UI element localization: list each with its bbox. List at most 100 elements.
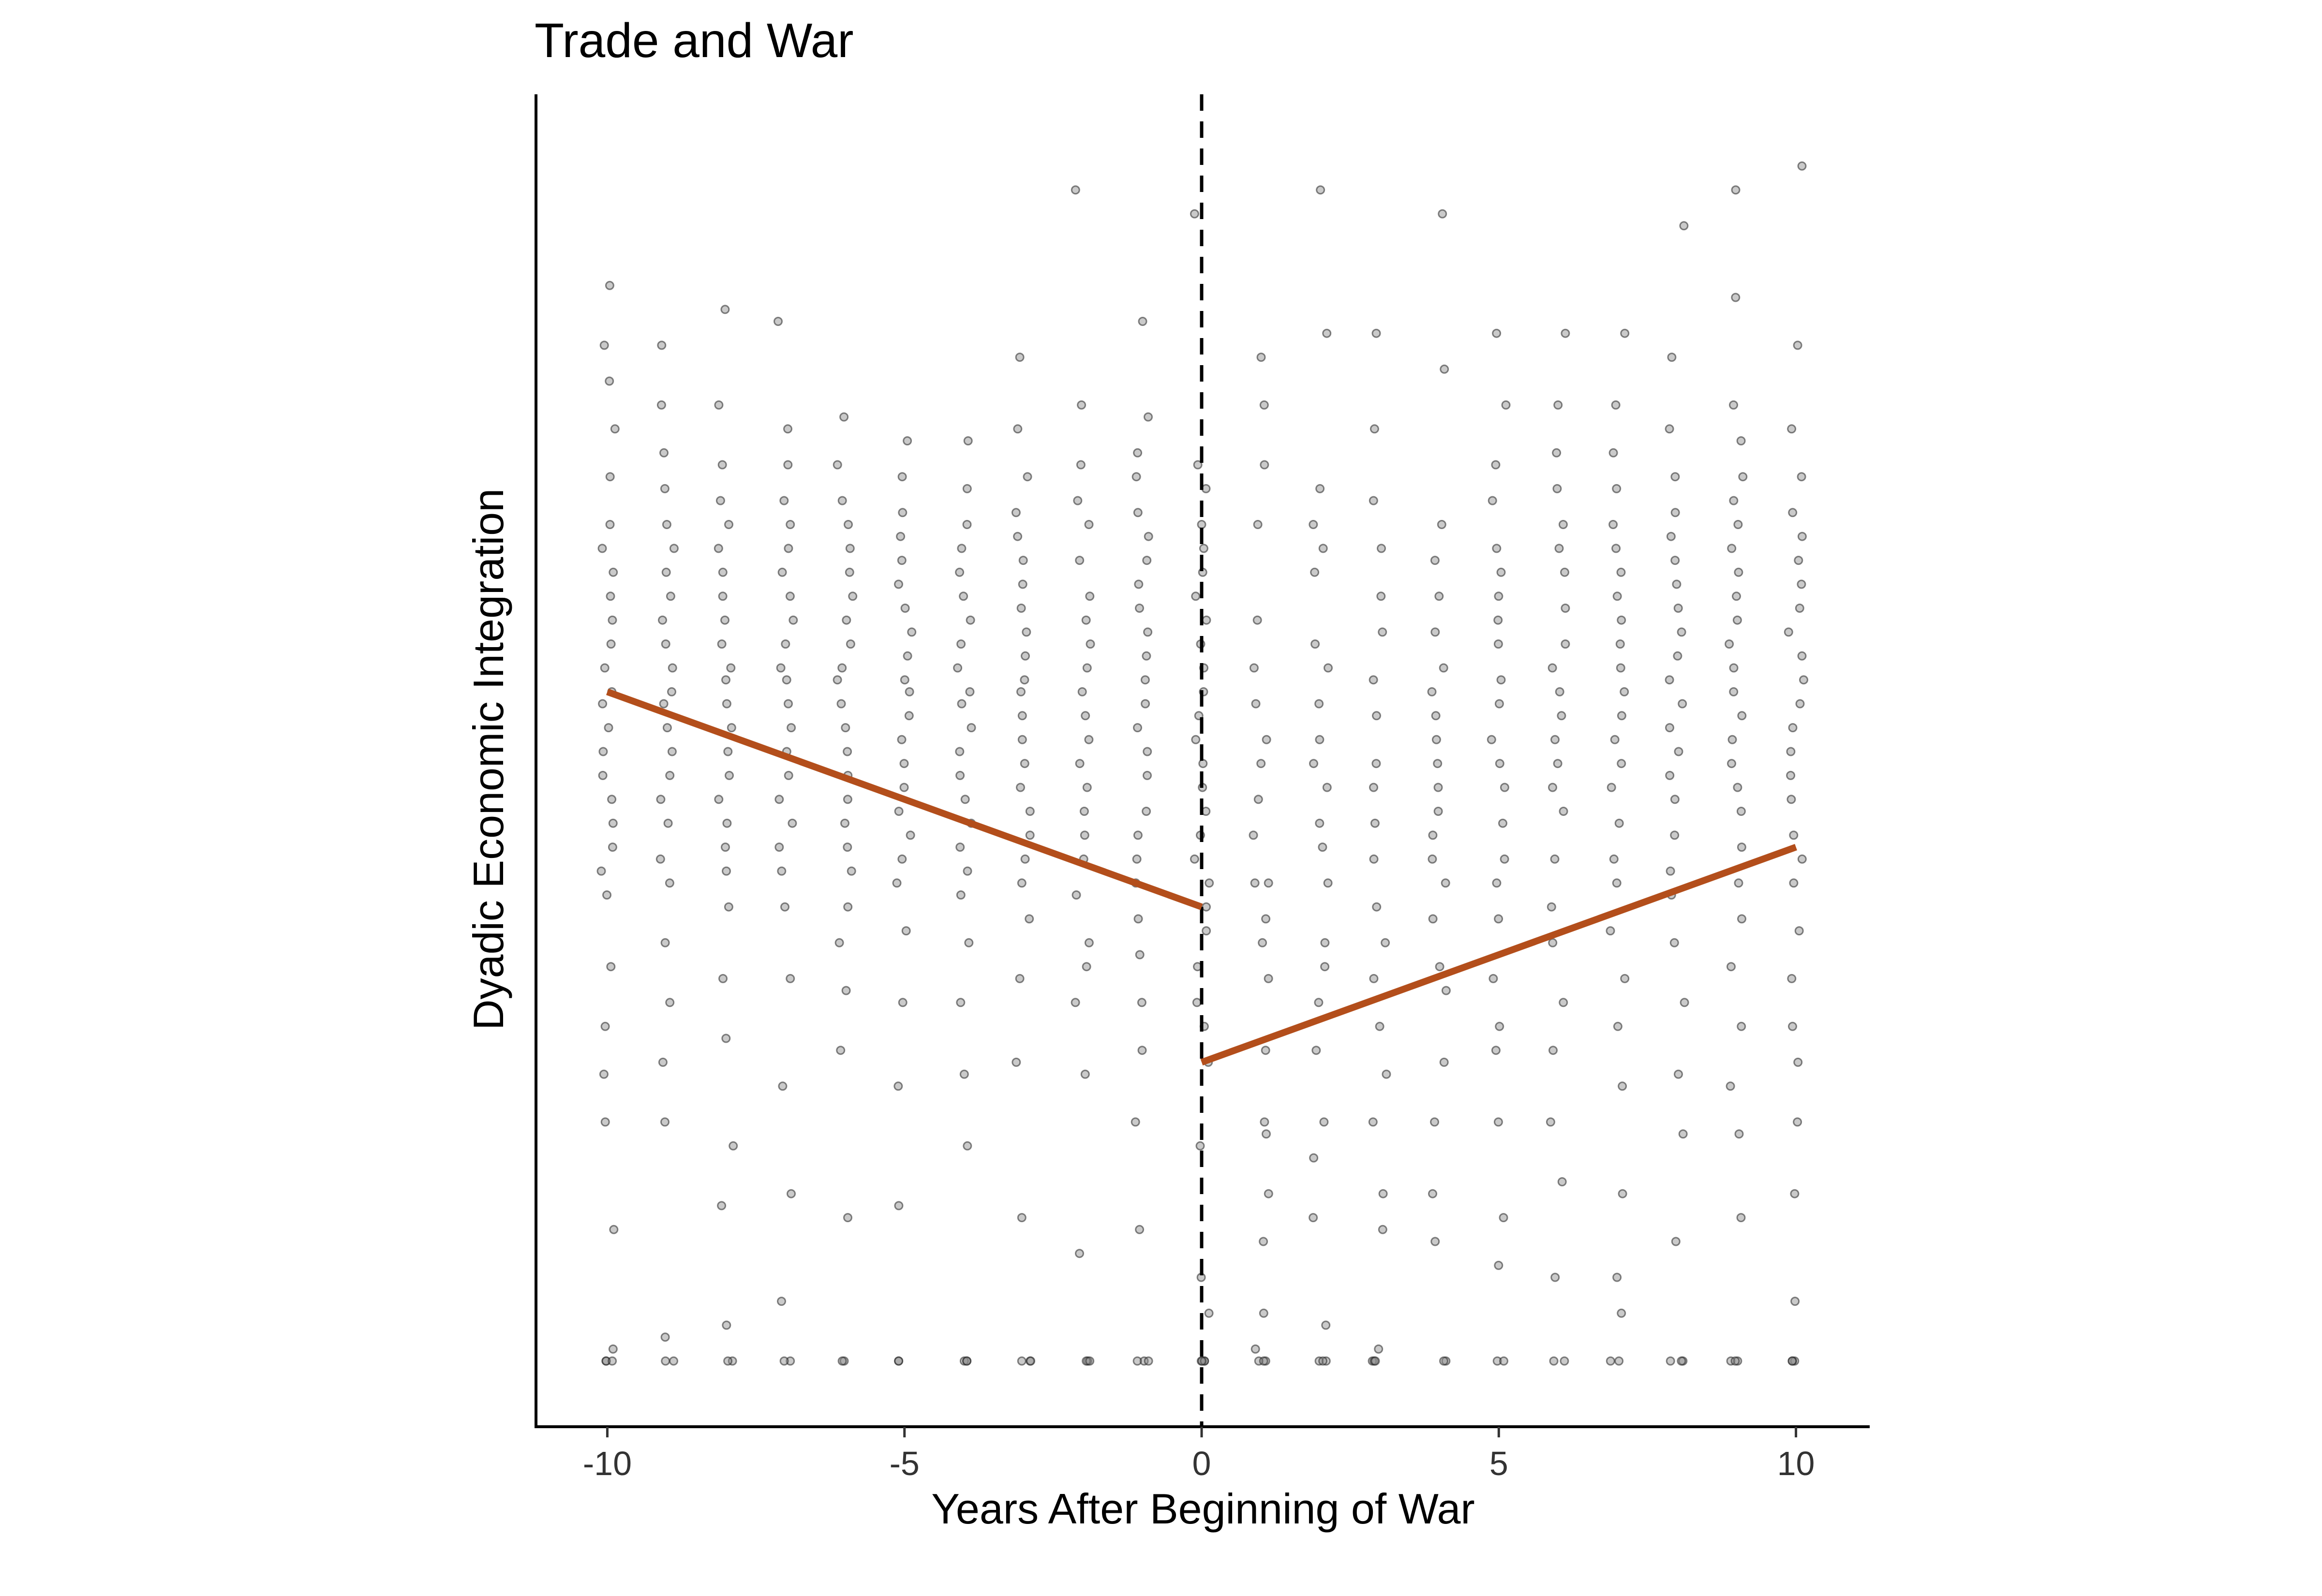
data-point [665,878,674,888]
data-point [1261,914,1271,924]
data-point [1138,317,1147,326]
x-tick-label: 5 [1489,1445,1508,1482]
data-point [1252,615,1262,625]
data-point [1606,926,1615,936]
data-point [1369,675,1378,685]
data-point [1012,1057,1021,1067]
data-point [1736,1213,1746,1223]
data-point [896,532,906,541]
data-point [1320,962,1330,972]
data-point [1557,1177,1567,1186]
data-point [659,699,669,709]
data-point [1132,854,1142,864]
data-point [1142,807,1151,816]
data-point [1314,699,1324,709]
data-point [722,866,731,876]
data-point [1786,770,1796,780]
data-point [1256,759,1266,768]
data-point [1085,1356,1095,1366]
data-point [1795,604,1804,613]
data-point [658,615,667,625]
data-point [1430,1237,1440,1246]
data-point [1788,1021,1797,1031]
data-point [789,615,798,625]
data-point [897,472,907,482]
data-point [655,854,665,864]
data-point [1491,1046,1501,1055]
data-point [1500,854,1509,864]
data-point [1022,627,1031,637]
data-point [1727,759,1736,768]
data-point [784,699,793,709]
data-point [1381,938,1390,947]
data-point [1493,639,1503,649]
data-point [1086,639,1095,649]
data-point [1259,1308,1268,1318]
data-point [1369,974,1379,983]
data-point [1730,1356,1740,1366]
data-point [1368,1117,1378,1127]
data-point [660,1117,670,1127]
data-point [1133,723,1142,733]
data-point [1435,962,1444,972]
data-point [1378,1189,1388,1198]
data-point [1324,663,1333,673]
data-point [1439,1356,1448,1366]
data-point [1371,328,1381,338]
data-point [1137,998,1146,1007]
data-point [1431,735,1441,744]
data-point [1320,938,1330,947]
data-point [1680,998,1689,1007]
data-point [1204,1308,1214,1318]
data-point [665,770,675,780]
data-point [1253,520,1263,529]
data-point [1369,783,1378,792]
data-point [607,795,617,804]
data-point [1264,878,1273,888]
data-point [905,687,914,696]
data-point [967,723,976,733]
data-point [1433,807,1443,816]
data-point [1786,747,1796,756]
data-point [606,591,615,601]
data-point [784,544,793,553]
data-point [667,747,677,756]
data-point [1322,328,1332,338]
data-point [787,1189,796,1198]
data-point [605,376,614,386]
data-point [1071,998,1080,1007]
data-point [1249,663,1259,673]
data-point [717,639,727,649]
data-point [1732,615,1742,625]
data-point [1550,1272,1560,1282]
data-point [1017,735,1027,744]
data-point [1492,328,1502,338]
data-point [956,998,966,1007]
data-point [714,400,724,410]
data-point [1131,1117,1140,1127]
data-point [960,795,970,804]
data-point [1614,818,1624,828]
data-point [1561,328,1570,338]
data-point [1729,687,1739,696]
x-ticks: -10 -5 0 5 10 [583,1427,1815,1482]
data-point [1259,1356,1268,1366]
data-point [1612,591,1622,601]
data-point [1205,878,1214,888]
data-point [1132,1356,1142,1366]
data-point [1560,1356,1569,1366]
data-point [1202,926,1211,936]
data-point [956,890,966,900]
data-point [1674,747,1683,756]
data-point [1788,723,1798,733]
data-point [1141,699,1150,709]
data-point [1433,759,1443,768]
data-point [1618,1081,1627,1091]
data-point [903,436,912,445]
data-point [900,604,910,613]
data-point [1025,807,1035,816]
data-point [1013,424,1023,434]
data-point [1322,783,1332,792]
post-war-fit-line [1200,844,1797,1065]
